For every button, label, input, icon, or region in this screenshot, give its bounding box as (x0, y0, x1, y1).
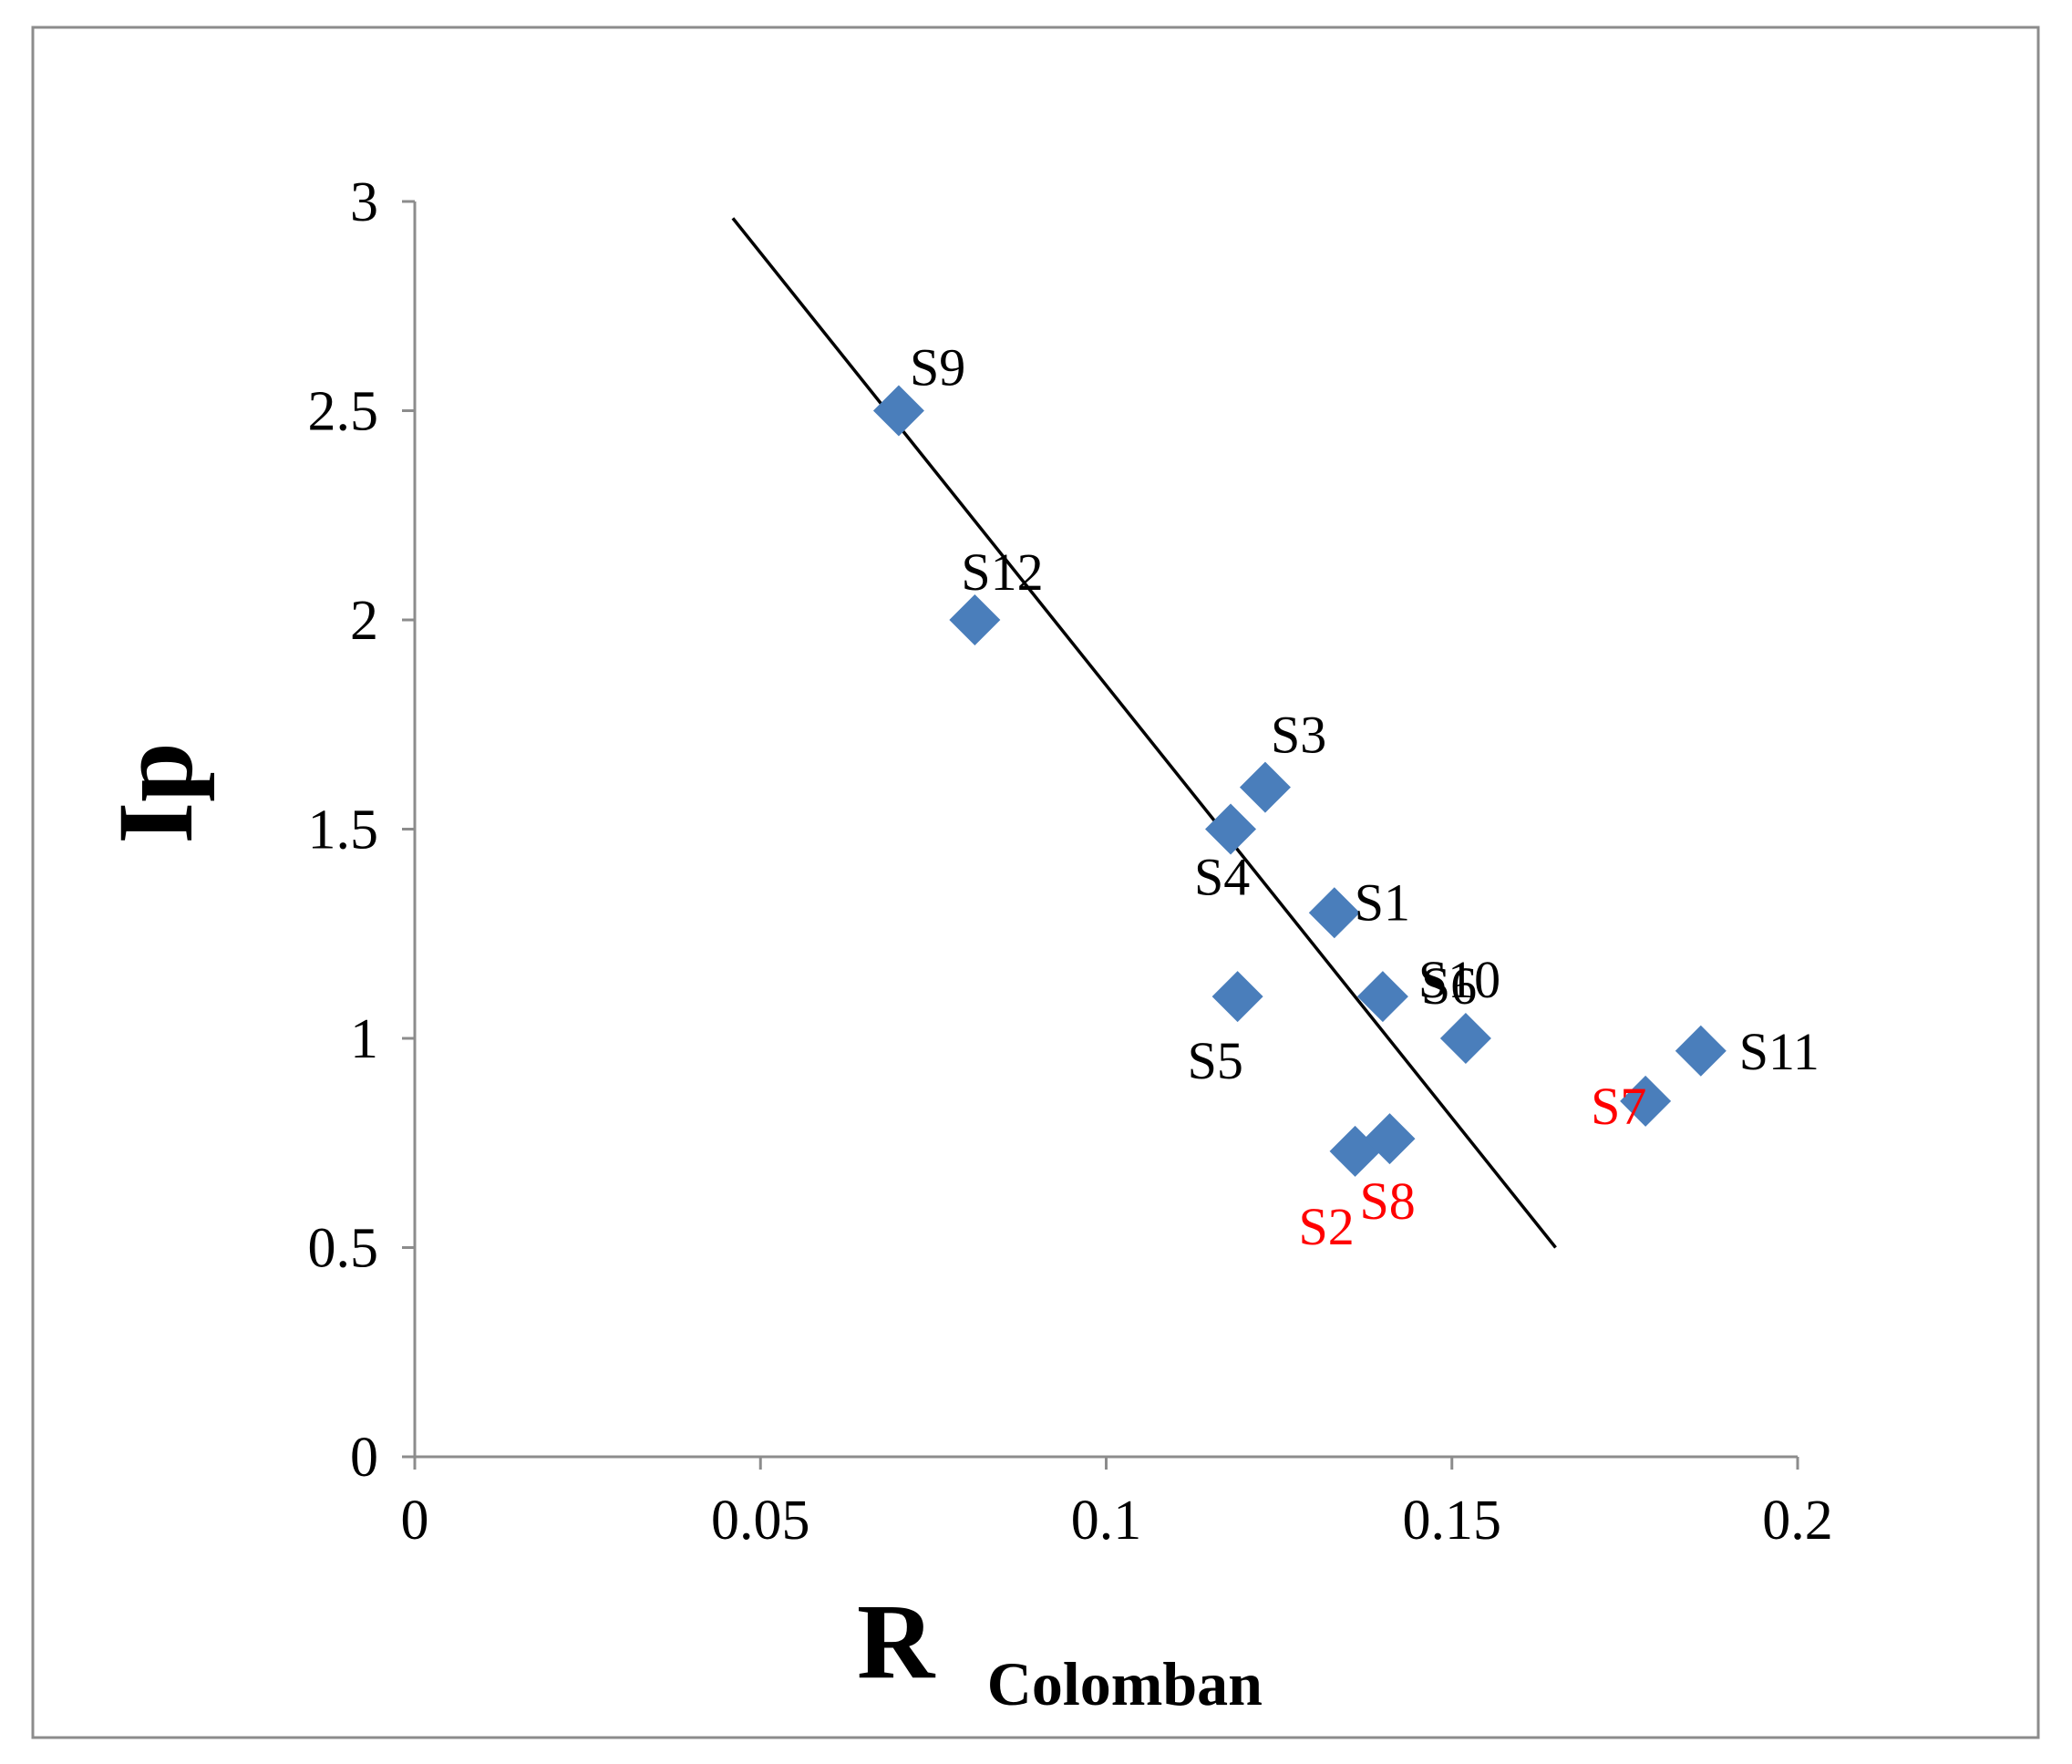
point-s11 (1675, 1025, 1727, 1077)
point-labels-group: S9 S12 S3 S4 S1 S5 S6 S11 S10 S7 S2 S8 (910, 338, 1819, 1256)
outer-border (31, 26, 2040, 1739)
point-s1 (1308, 887, 1360, 939)
x-axis-title: R Colomban (857, 1582, 1263, 1718)
point-s9 (872, 385, 924, 437)
point-label-s12: S12 (961, 542, 1043, 602)
point-s7 (1620, 1075, 1672, 1127)
x-axis-title-main: R (857, 1582, 936, 1701)
y-tick-label: 0 (350, 1427, 378, 1489)
point-label-s2: S2 (1299, 1197, 1355, 1256)
y-tick-label: 0.5 (308, 1218, 379, 1280)
y-axis-title: Ip (96, 742, 215, 844)
point-s12 (949, 594, 1001, 645)
x-tick-label: 0.1 (1071, 1490, 1142, 1552)
point-label-s4: S4 (1194, 848, 1250, 907)
point-label-s6: S6 (1421, 956, 1477, 1016)
y-tick-label: 2.5 (308, 381, 379, 443)
x-tick-label: 0.15 (1403, 1490, 1502, 1552)
y-tick-label: 1 (350, 1008, 378, 1070)
axes: 0 0.5 1 1.5 2 2.5 3 0 0.05 0.1 0.15 0.2 (308, 171, 1833, 1552)
point-s10 (1439, 1013, 1491, 1064)
trendline (731, 217, 1557, 1249)
point-label-s8: S8 (1359, 1171, 1415, 1231)
y-tick-label: 1.5 (308, 799, 379, 861)
x-tick-label: 0 (401, 1490, 429, 1552)
point-s4 (1205, 803, 1257, 855)
point-s6 (1356, 971, 1408, 1023)
x-tick-label: 0.2 (1762, 1490, 1833, 1552)
points-group (872, 385, 1727, 1177)
point-label-s5: S5 (1188, 1031, 1243, 1090)
x-tick-label: 0.05 (711, 1490, 810, 1552)
x-axis-title-subscript: Colomban (987, 1649, 1263, 1718)
point-s8 (1364, 1113, 1416, 1165)
trendline-group (731, 217, 1557, 1249)
point-label-s7: S7 (1591, 1077, 1646, 1136)
point-label-s9: S9 (910, 338, 965, 397)
y-tick-label: 3 (350, 171, 378, 233)
point-s5 (1211, 971, 1263, 1023)
point-label-s3: S3 (1271, 706, 1326, 765)
point-label-s1: S1 (1355, 872, 1410, 932)
point-label-s11: S11 (1739, 1022, 1819, 1081)
y-tick-label: 2 (350, 590, 378, 652)
point-s3 (1239, 761, 1291, 813)
point-label-s10: S10 (1418, 950, 1500, 1009)
